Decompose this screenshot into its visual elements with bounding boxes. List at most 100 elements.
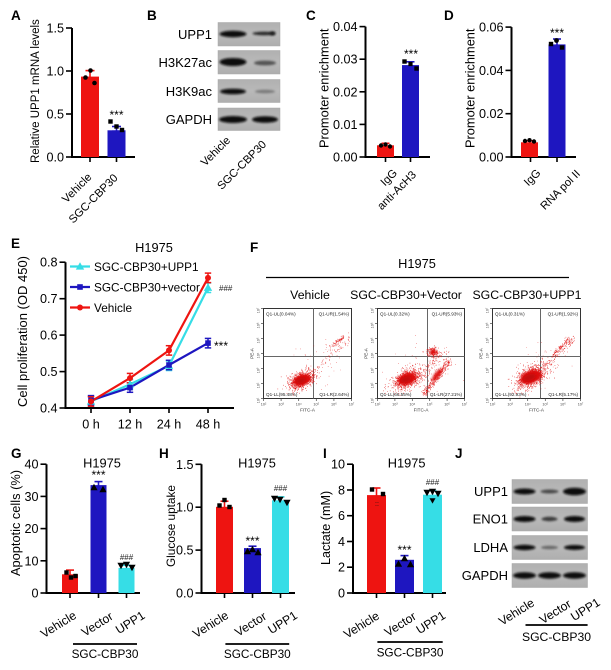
svg-text:***: *** — [91, 468, 105, 482]
svg-text:0.00: 0.00 — [479, 151, 504, 165]
svg-text:0.5: 0.5 — [40, 365, 58, 379]
svg-text:GAPDH: GAPDH — [166, 112, 212, 127]
svg-text:Q1-LR(27.21%): Q1-LR(27.21%) — [430, 392, 463, 397]
svg-text:10⁵: 10⁵ — [542, 403, 548, 407]
svg-text:B: B — [147, 8, 157, 23]
svg-text:PE-A: PE-A — [479, 347, 484, 359]
svg-text:30: 30 — [24, 490, 38, 504]
svg-text:10⁴: 10⁴ — [296, 403, 302, 407]
svg-text:10⁷: 10⁷ — [486, 307, 490, 313]
svg-text:0.6: 0.6 — [40, 329, 58, 343]
svg-text:10: 10 — [331, 458, 345, 472]
svg-text:D: D — [444, 8, 454, 23]
svg-text:Q1-UL(0.32%): Q1-UL(0.32%) — [380, 312, 410, 317]
svg-text:10¹: 10¹ — [257, 397, 261, 403]
svg-text:0.5: 0.5 — [46, 108, 64, 122]
svg-text:10⁶: 10⁶ — [331, 403, 337, 407]
svg-text:FITC-A: FITC-A — [414, 408, 430, 413]
svg-text:4: 4 — [338, 535, 345, 549]
svg-text:SGC-CBP30+UPP1: SGC-CBP30+UPP1 — [472, 288, 581, 302]
svg-text:10⁵: 10⁵ — [257, 337, 261, 343]
svg-text:10⁷: 10⁷ — [578, 403, 584, 407]
svg-text:Cell proliferation (OD 450): Cell proliferation (OD 450) — [15, 256, 30, 407]
svg-text:H1975: H1975 — [83, 456, 121, 471]
svg-text:Promoter enrichment: Promoter enrichment — [317, 28, 332, 148]
svg-text:0.04: 0.04 — [333, 20, 358, 34]
svg-text:10⁴: 10⁴ — [409, 403, 415, 407]
svg-text:1.5: 1.5 — [176, 458, 194, 472]
svg-text:10⁵: 10⁵ — [313, 403, 319, 407]
svg-text:0.7: 0.7 — [40, 292, 58, 306]
svg-text:FITC-A: FITC-A — [529, 408, 545, 413]
svg-text:10³: 10³ — [371, 367, 375, 373]
svg-text:C: C — [306, 8, 316, 23]
svg-text:***: *** — [404, 47, 418, 61]
svg-text:H: H — [159, 446, 169, 461]
svg-text:10²: 10² — [257, 382, 261, 388]
svg-text:Q1-LL(95.48%): Q1-LL(95.48%) — [266, 392, 298, 397]
svg-text:0.4: 0.4 — [40, 402, 58, 416]
svg-text:10⁴: 10⁴ — [525, 403, 531, 407]
svg-text:10⁶: 10⁶ — [560, 403, 566, 407]
svg-text:10: 10 — [24, 554, 38, 568]
svg-text:10⁶: 10⁶ — [486, 322, 490, 328]
svg-text:Q1-UL(0.04%): Q1-UL(0.04%) — [266, 312, 296, 317]
svg-text:10³: 10³ — [507, 403, 513, 407]
svg-text:10²: 10² — [486, 382, 490, 388]
svg-text:0.01: 0.01 — [333, 118, 358, 132]
svg-text:H1975: H1975 — [238, 456, 276, 471]
svg-text:PE-A: PE-A — [364, 347, 369, 359]
svg-text:H1975: H1975 — [398, 256, 436, 271]
svg-text:Lactate (mM): Lactate (mM) — [319, 491, 333, 565]
svg-text:SGC-CBP30: SGC-CBP30 — [72, 647, 139, 661]
svg-text:0 h: 0 h — [82, 418, 100, 432]
svg-text:Q1-LL(92.93%): Q1-LL(92.93%) — [495, 392, 527, 397]
svg-text:Vehicle: Vehicle — [94, 301, 132, 315]
svg-text:::: :: — [375, 501, 379, 508]
svg-text:10⁶: 10⁶ — [444, 403, 450, 407]
svg-text:10⁷: 10⁷ — [371, 307, 375, 313]
svg-text:10²: 10² — [371, 382, 375, 388]
svg-text:###: ### — [426, 478, 440, 487]
svg-text:0.00: 0.00 — [333, 151, 358, 165]
svg-text:10⁷: 10⁷ — [257, 307, 261, 313]
svg-text:8: 8 — [338, 484, 345, 498]
svg-text:I: I — [323, 446, 327, 461]
svg-text:0.8: 0.8 — [40, 256, 58, 270]
svg-text:***: *** — [550, 26, 564, 40]
svg-text:FITC-A: FITC-A — [300, 408, 316, 413]
svg-text:PE-A: PE-A — [250, 347, 255, 359]
svg-text:Q1-UL(0.31%): Q1-UL(0.31%) — [495, 312, 525, 317]
svg-text:Apoptotic cells (%): Apoptotic cells (%) — [8, 470, 23, 576]
svg-text:***: *** — [245, 534, 259, 548]
svg-text:H1975: H1975 — [388, 456, 426, 471]
svg-text:0.02: 0.02 — [333, 85, 358, 99]
svg-text:SGC-CBP30: SGC-CBP30 — [377, 646, 444, 660]
svg-text:10⁵: 10⁵ — [371, 337, 375, 343]
svg-text:10⁴: 10⁴ — [257, 352, 261, 358]
svg-text:48 h: 48 h — [196, 418, 221, 432]
svg-text:0: 0 — [31, 587, 38, 601]
svg-text:2: 2 — [338, 561, 345, 575]
svg-text:SGC-CBP30+vector: SGC-CBP30+vector — [94, 281, 200, 295]
svg-text:###: ### — [274, 484, 288, 493]
svg-text:***: *** — [214, 339, 228, 353]
svg-text:A: A — [11, 8, 21, 23]
svg-text:H3K27ac: H3K27ac — [159, 55, 213, 70]
svg-text:GAPDH: GAPDH — [462, 568, 508, 583]
svg-text:LDHA: LDHA — [473, 540, 508, 555]
svg-text:10³: 10³ — [486, 367, 490, 373]
svg-text:H1975: H1975 — [135, 240, 173, 255]
svg-text:Vehicle: Vehicle — [290, 288, 330, 302]
svg-text:Q1-UR(1.54%): Q1-UR(1.54%) — [319, 312, 350, 317]
svg-text:1.0: 1.0 — [176, 501, 194, 515]
svg-text:10⁴: 10⁴ — [371, 352, 375, 358]
svg-text:UPP1: UPP1 — [474, 484, 508, 499]
svg-text:Glucose uptake: Glucose uptake — [164, 485, 178, 567]
svg-text:0: 0 — [338, 587, 345, 601]
svg-text:10⁵: 10⁵ — [427, 403, 433, 407]
svg-text:SGC-CBP30: SGC-CBP30 — [224, 647, 291, 661]
svg-text:###: ### — [120, 553, 134, 562]
svg-text:Q1-LL(66.55%): Q1-LL(66.55%) — [380, 392, 412, 397]
svg-text:0.02: 0.02 — [479, 107, 504, 121]
